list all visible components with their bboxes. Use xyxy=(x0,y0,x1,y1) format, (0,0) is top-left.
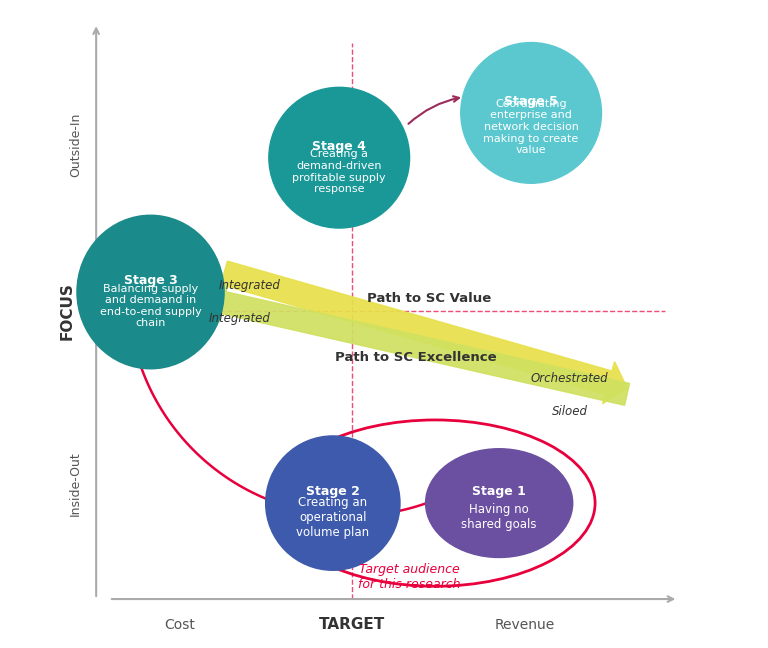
Text: Path to SC Excellence: Path to SC Excellence xyxy=(335,351,497,364)
FancyArrow shape xyxy=(220,261,627,404)
Text: Creating a
demand-driven
profitable supply
response: Creating a demand-driven profitable supp… xyxy=(293,149,386,194)
Text: TARGET: TARGET xyxy=(319,617,385,632)
FancyArrow shape xyxy=(205,283,630,405)
Text: Cost: Cost xyxy=(164,618,195,632)
Text: Stage 1: Stage 1 xyxy=(472,485,526,498)
Ellipse shape xyxy=(269,87,409,228)
Text: Orchestrated: Orchestrated xyxy=(531,372,608,385)
Text: Stage 5: Stage 5 xyxy=(504,95,558,108)
Ellipse shape xyxy=(77,215,224,369)
Ellipse shape xyxy=(461,43,601,183)
Ellipse shape xyxy=(425,448,573,557)
Text: Stage 4: Stage 4 xyxy=(313,140,366,153)
Text: Path to SC Value: Path to SC Value xyxy=(366,292,491,305)
Text: Stage 2: Stage 2 xyxy=(306,485,359,498)
Ellipse shape xyxy=(266,436,400,570)
Text: Stage 3: Stage 3 xyxy=(124,274,177,287)
Text: Creating an
operational
volume plan: Creating an operational volume plan xyxy=(296,496,369,538)
Text: Inside-Out: Inside-Out xyxy=(69,452,82,516)
Text: Siloed: Siloed xyxy=(551,405,588,418)
Text: Coordinating
enterprise and
network decision
making to create
value: Coordinating enterprise and network deci… xyxy=(484,98,579,155)
Text: Outside-In: Outside-In xyxy=(69,113,82,177)
Text: Target audience
for this research: Target audience for this research xyxy=(359,562,461,591)
Text: Integrated: Integrated xyxy=(219,279,280,292)
Text: Balancing supply
and demaand in
end-to-end supply
chain: Balancing supply and demaand in end-to-e… xyxy=(100,284,201,329)
Text: Integrated: Integrated xyxy=(209,312,271,325)
Text: Having no
shared goals: Having no shared goals xyxy=(462,503,537,531)
Text: Revenue: Revenue xyxy=(495,618,554,632)
Text: FOCUS: FOCUS xyxy=(60,283,74,340)
